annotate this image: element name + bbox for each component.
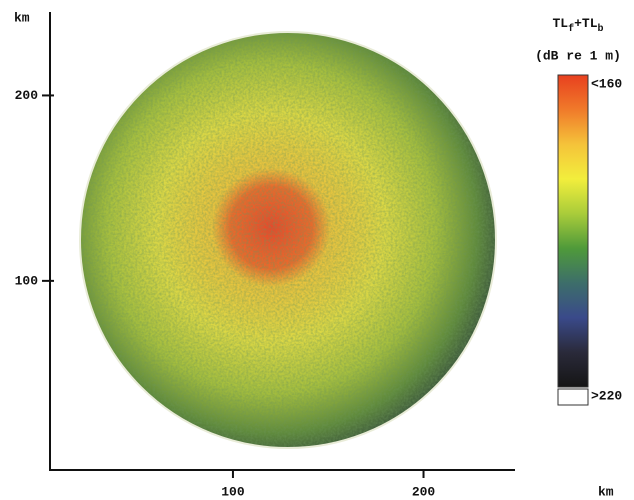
- colorbar-bottom-label: >220: [591, 388, 622, 403]
- title-part: TL: [552, 16, 568, 31]
- colorbar-title: TLf+TLb: [552, 16, 603, 34]
- map-texture: [80, 32, 496, 448]
- title-part: b: [598, 23, 604, 35]
- x-axis-label: km: [598, 484, 614, 499]
- colorbar: [557, 74, 589, 388]
- x-tick-label: 200: [412, 484, 436, 499]
- y-tick-label: 200: [15, 88, 39, 103]
- y-axis-label: km: [14, 10, 30, 25]
- y-tick-label: 100: [15, 273, 39, 288]
- colorbar-white: [557, 388, 589, 406]
- sonar-map: [79, 31, 497, 449]
- colorbar-units: (dB re 1 m): [535, 48, 621, 63]
- title-part: +TL: [574, 16, 598, 31]
- colorbar-top-label: <160: [591, 76, 622, 91]
- map-edge: [79, 31, 497, 449]
- title-part: f: [568, 23, 574, 35]
- x-tick-label: 100: [221, 484, 245, 499]
